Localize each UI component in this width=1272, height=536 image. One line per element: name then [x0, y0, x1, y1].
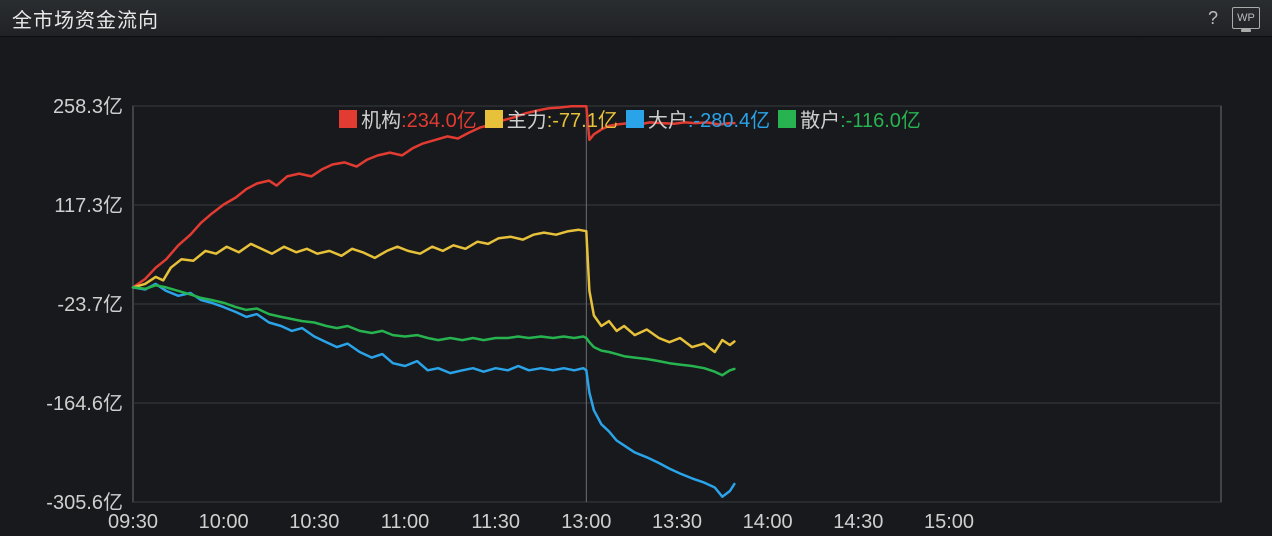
legend-label: 散户	[800, 104, 840, 133]
x-tick-label: 15:00	[924, 511, 974, 533]
series-line-zhuli	[133, 230, 734, 352]
help-icon[interactable]: ?	[1208, 8, 1218, 29]
x-tick-label: 13:30	[652, 511, 702, 533]
legend-swatch	[339, 110, 357, 128]
legend-item-sanhu: 散户:-116.0亿	[778, 104, 921, 133]
legend-value: :234.0亿	[401, 104, 477, 133]
x-tick-label: 11:00	[381, 511, 430, 533]
y-tick-label: 117.3亿	[54, 194, 123, 217]
fullscreen-icon[interactable]: WP	[1232, 7, 1260, 29]
legend-value: :-116.0亿	[840, 104, 921, 133]
series-line-jigou	[133, 106, 734, 287]
legend-swatch	[778, 110, 796, 128]
x-tick-label: 10:00	[199, 511, 249, 533]
panel-title: 全市场资金流向	[12, 4, 159, 33]
legend-item-dahu: 大户:-280.4亿	[626, 104, 770, 133]
y-tick-label: -164.6亿	[46, 392, 123, 415]
series-line-dahu	[133, 284, 734, 497]
chart-area: 机构:234.0亿主力:-77.1亿大户:-280.4亿散户:-116.0亿 2…	[0, 36, 1272, 536]
legend-value: :-280.4亿	[688, 104, 770, 133]
legend-label: 大户	[648, 104, 688, 133]
x-tick-label: 14:00	[743, 511, 793, 533]
legend-item-jigou: 机构:234.0亿	[339, 104, 477, 133]
x-tick-label: 10:30	[289, 511, 339, 533]
legend-value: :-77.1亿	[547, 104, 618, 133]
title-bar: 全市场资金流向 ? WP	[0, 0, 1272, 37]
title-actions: ? WP	[1208, 0, 1260, 36]
legend-item-zhuli: 主力:-77.1亿	[485, 104, 618, 133]
legend-swatch	[626, 110, 644, 128]
legend-swatch	[485, 110, 503, 128]
y-tick-label: -23.7亿	[57, 293, 123, 316]
x-tick-label: 13:00	[561, 511, 611, 533]
legend-label: 机构	[361, 104, 401, 133]
x-tick-label: 11:30	[471, 511, 520, 533]
x-tick-label: 14:30	[833, 511, 883, 533]
chart-legend: 机构:234.0亿主力:-77.1亿大户:-280.4亿散户:-116.0亿	[0, 104, 1260, 133]
legend-label: 主力	[507, 104, 547, 133]
x-tick-label: 09:30	[108, 511, 158, 533]
